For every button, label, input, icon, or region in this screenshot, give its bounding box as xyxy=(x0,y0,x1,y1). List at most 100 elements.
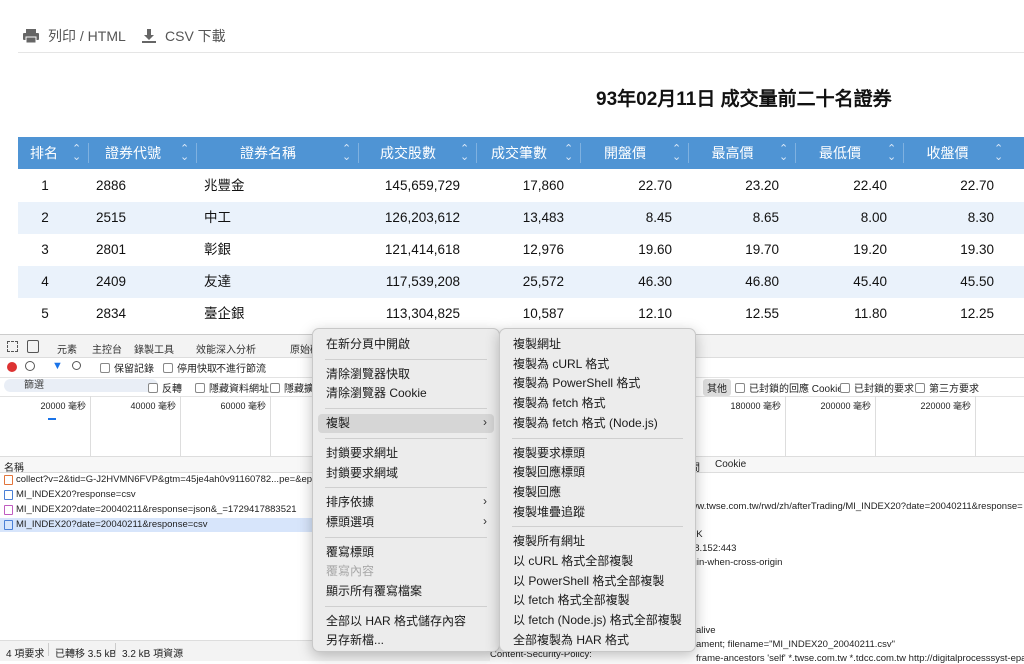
menu-item[interactable]: 複製要求標頭 xyxy=(513,445,586,460)
filter-option[interactable]: 已封鎖的回應 Cookie xyxy=(735,380,843,395)
column-header[interactable]: 證券代號 xyxy=(105,145,161,161)
menu-item[interactable]: 複製所有網址 xyxy=(513,534,586,549)
status-divider xyxy=(115,643,116,656)
menu-separator xyxy=(325,605,487,607)
sort-icon: ⌃ ⌄ xyxy=(180,143,190,163)
option-label: 保留記錄 xyxy=(114,364,154,375)
table-cell: 19.70 xyxy=(745,242,779,257)
table-cell: 25,572 xyxy=(522,274,564,289)
status-divider xyxy=(48,643,49,656)
detail-tab[interactable]: Cookie xyxy=(715,459,747,470)
print-button[interactable]: 列印 / HTML xyxy=(22,26,126,46)
request-icon xyxy=(4,490,13,500)
menu-item[interactable]: 封鎖要求網域 xyxy=(326,465,399,480)
menu-item[interactable]: 在新分頁中開啟 xyxy=(326,337,411,351)
menu-item[interactable]: 標頭選項 xyxy=(326,514,375,529)
sort-icon: ⌃ ⌄ xyxy=(887,143,897,163)
column-header[interactable]: 最低價 xyxy=(819,145,861,161)
filter-option[interactable]: 反轉 xyxy=(148,380,182,395)
menu-item[interactable]: 以 PowerShell 格式全部複製 xyxy=(513,573,665,588)
menu-item[interactable]: 複製回應 xyxy=(513,484,562,499)
inspect-icon xyxy=(7,341,18,352)
status-text: 4 項要求 xyxy=(6,649,45,660)
column-header[interactable]: 開盤價 xyxy=(604,145,646,161)
menu-item[interactable]: 複製為 cURL 格式 xyxy=(513,356,610,371)
table-cell: 17,860 xyxy=(522,178,564,193)
control-option[interactable]: 停用快取 xyxy=(163,360,217,375)
menu-item[interactable]: 全部複製為 HAR 格式 xyxy=(513,632,630,647)
menu-item[interactable]: 覆寫標頭 xyxy=(326,544,375,559)
sort-icon: ⌃ ⌄ xyxy=(460,143,470,163)
sort-icon: ⌃ ⌄ xyxy=(342,143,352,163)
filter-option[interactable]: 隱藏擴充 xyxy=(270,380,324,395)
table-cell: 126,203,612 xyxy=(384,210,460,225)
sort-icon: ⌃ ⌄ xyxy=(779,143,789,163)
menu-item[interactable]: 全部以 HAR 格式儲存內容 xyxy=(326,613,467,628)
column-header[interactable]: 排名 xyxy=(30,145,58,161)
detail-line: origin-when-cross-origin xyxy=(681,557,783,568)
menu-item[interactable]: 複製為 fetch 格式 (Node.js) xyxy=(513,415,658,430)
table-cell: 兆豐金 xyxy=(204,178,245,193)
timeline-bar xyxy=(48,418,56,420)
column-divider xyxy=(580,143,581,163)
column-header[interactable]: 最高價 xyxy=(711,145,754,161)
table-cell: 117,539,208 xyxy=(385,274,460,289)
filter-option[interactable]: 第三方要求 xyxy=(915,380,979,395)
table-cell: 19.30 xyxy=(960,242,994,257)
filter-option[interactable]: 其他 xyxy=(703,379,731,396)
checkbox xyxy=(735,383,745,393)
column-header[interactable]: 成交筆數 xyxy=(491,145,547,161)
menu-item[interactable]: 排序依據 xyxy=(326,495,375,510)
table-cell: 113,304,825 xyxy=(385,306,460,321)
detail-line: alive xyxy=(696,625,716,636)
control-option[interactable]: 不進行節流 xyxy=(216,360,266,375)
menu-item[interactable]: 複製堆疊追蹤 xyxy=(513,504,586,519)
column-header[interactable]: 成交股數 xyxy=(380,145,436,161)
request-name[interactable]: MI_INDEX20?date=20040211&response=json&_… xyxy=(16,504,297,515)
menu-item[interactable]: 封鎖要求網址 xyxy=(326,445,399,460)
filter-input[interactable]: 篩選 xyxy=(4,379,158,392)
request-name[interactable]: MI_INDEX20?response=csv xyxy=(16,489,136,500)
search-icon xyxy=(72,361,81,370)
detail-line: /www.twse.com.tw/rwd/zh/afterTrading/MI_… xyxy=(681,501,1023,512)
column-header[interactable]: 證券名稱 xyxy=(240,145,296,161)
menu-item[interactable]: 複製網址 xyxy=(513,337,562,351)
timeline-line xyxy=(180,396,181,456)
menu-item: 覆寫內容 xyxy=(326,564,375,579)
csv-button[interactable]: CSV 下載 xyxy=(141,26,226,46)
checkbox xyxy=(840,383,850,393)
menu-item[interactable]: 清除瀏覽器快取 xyxy=(326,366,411,381)
devtools-tab[interactable]: 原始碼 xyxy=(290,345,320,356)
menu-item[interactable]: 以 fetch 格式全部複製 xyxy=(513,593,630,608)
control-option[interactable]: 保留記錄 xyxy=(100,360,154,375)
context-menu: 在新分頁中開啟 清除瀏覽器快取 清除瀏覽器 Cookie 複製 › 封鎖要求網址 封鎖要求網… xyxy=(312,328,500,652)
column-header[interactable]: 收盤價 xyxy=(926,145,969,161)
menu-item[interactable]: 以 fetch (Node.js) 格式全部複製 xyxy=(513,613,682,628)
filter-option[interactable]: 已封鎖的要求 xyxy=(840,380,914,395)
devtools-tab[interactable]: 元素 xyxy=(57,345,77,356)
print-label: 列印 / HTML xyxy=(48,28,126,44)
menu-item[interactable]: 顯示所有覆寫檔案 xyxy=(326,584,423,598)
column-divider xyxy=(196,143,197,163)
menu-item[interactable]: 複製為 PowerShell 格式 xyxy=(513,376,641,391)
menu-item[interactable]: 複製回應標頭 xyxy=(513,465,586,480)
timeline-line xyxy=(90,396,91,456)
table-cell: 23.20 xyxy=(745,178,779,193)
request-name[interactable]: MI_INDEX20?date=20040211&response=csv xyxy=(16,519,208,530)
devtools-tab[interactable]: 錄製工具 xyxy=(134,345,174,356)
request-name[interactable]: collect?v=2&tid=G-J2HVMN6FVP&gtm=45je4ah… xyxy=(16,474,325,485)
devtools-tab[interactable]: 主控台 xyxy=(92,345,122,356)
menu-item[interactable]: 複製 xyxy=(318,414,494,434)
menu-separator xyxy=(325,408,487,410)
filter-option[interactable]: 隱藏資料網址 xyxy=(195,380,269,395)
menu-item[interactable]: 以 cURL 格式全部複製 xyxy=(513,554,634,568)
menu-item[interactable]: 清除瀏覽器 Cookie xyxy=(326,386,427,401)
menu-item[interactable]: 複製為 fetch 格式 xyxy=(513,396,606,411)
table-cell: 2 xyxy=(41,210,49,225)
menu-item[interactable]: 另存新檔... xyxy=(326,633,385,648)
table-cell: 12.25 xyxy=(960,306,994,321)
timeline-label: 60000 毫秒 xyxy=(220,401,266,411)
table-cell: 45.40 xyxy=(853,274,887,289)
detail-line: ament; filename="MI_INDEX20_20040211.csv… xyxy=(696,639,896,650)
devtools-tab[interactable]: 效能深入分析 xyxy=(196,345,256,356)
